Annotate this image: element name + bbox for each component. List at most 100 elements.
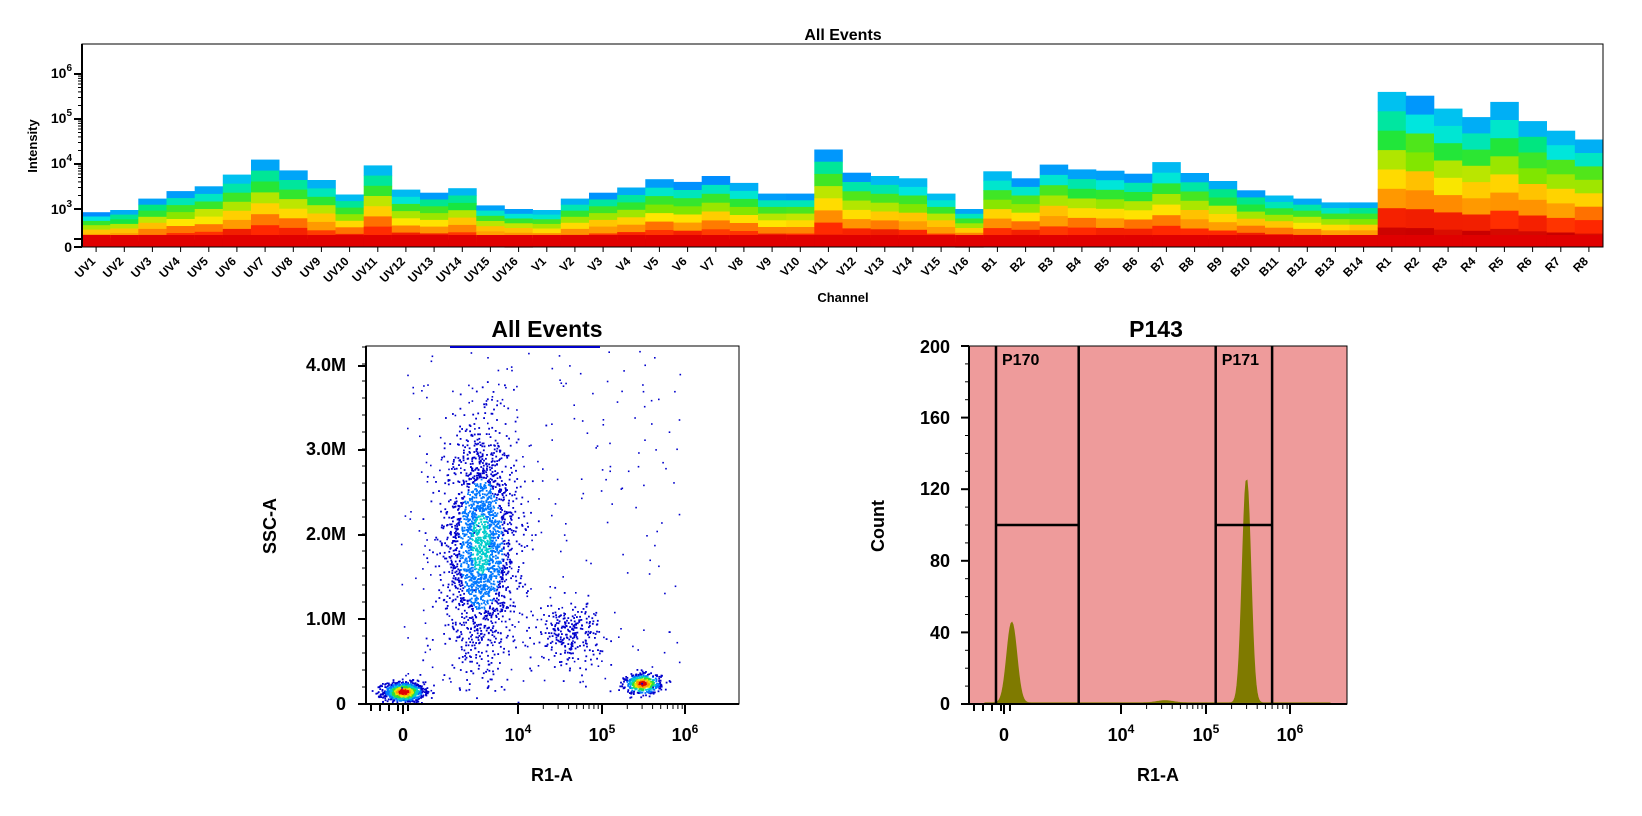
dotplot-point bbox=[490, 520, 492, 523]
dotplot-point bbox=[458, 459, 461, 462]
spectrum-cell bbox=[673, 206, 702, 215]
dotplot-point bbox=[636, 691, 639, 694]
dotplot-point bbox=[420, 471, 423, 473]
dotplot-point bbox=[669, 681, 672, 683]
spectrum-cell bbox=[307, 213, 336, 223]
dotplot-point bbox=[469, 584, 472, 587]
spectrum-cell bbox=[1518, 152, 1547, 169]
dotplot-point bbox=[486, 559, 489, 562]
spectrum-cell bbox=[673, 222, 702, 232]
dotplot-point bbox=[472, 575, 474, 577]
dotplot-point bbox=[515, 646, 517, 649]
dotplot-point bbox=[490, 533, 493, 535]
dotplot-point bbox=[639, 350, 641, 353]
dotplot-point bbox=[467, 565, 470, 567]
dotplot-point bbox=[507, 502, 510, 505]
dotplot-point bbox=[493, 474, 496, 476]
spectrum-cell bbox=[1462, 117, 1491, 134]
spectrum-cell bbox=[335, 194, 364, 202]
dotplot-point bbox=[573, 404, 575, 406]
dotplot-point bbox=[679, 373, 682, 376]
dotplot-point bbox=[510, 668, 513, 671]
dotplot-point bbox=[416, 693, 418, 696]
spectrum-x-tick-label: B9 bbox=[1204, 254, 1225, 275]
spectrum-cell bbox=[335, 227, 364, 235]
dotplot-point bbox=[624, 679, 627, 681]
dotplot-point bbox=[487, 638, 490, 641]
dotplot-point bbox=[480, 504, 482, 507]
dotplot-point bbox=[498, 594, 500, 597]
gate-p170-bracket[interactable] bbox=[994, 346, 1080, 704]
dotplot-point bbox=[414, 687, 417, 690]
dotplot-point bbox=[448, 500, 450, 503]
dotplot-point bbox=[421, 390, 423, 392]
dotplot-point bbox=[486, 516, 489, 519]
spectrum-cell bbox=[1405, 133, 1435, 153]
dotplot-point bbox=[636, 669, 639, 671]
spectrum-zero-band bbox=[532, 235, 562, 247]
spectrum-cell bbox=[138, 216, 167, 224]
dotplot-point bbox=[642, 671, 645, 674]
dotplot-point bbox=[530, 511, 532, 514]
dotplot-point bbox=[381, 685, 383, 688]
dotplot-point bbox=[480, 521, 483, 523]
dotplot-point bbox=[471, 515, 473, 518]
dotplot-point bbox=[479, 633, 482, 635]
spectrum-cell bbox=[1349, 224, 1378, 231]
dotplot-point bbox=[397, 689, 400, 692]
dotplot-point bbox=[470, 635, 472, 638]
dotplot-point bbox=[545, 424, 548, 427]
gate-p170[interactable]: P170 bbox=[994, 346, 1080, 704]
dotplot-point bbox=[573, 633, 576, 636]
dotplot-point bbox=[477, 571, 480, 573]
gate-p171[interactable]: P171 bbox=[1214, 346, 1274, 704]
gate-p171-bracket[interactable] bbox=[1214, 346, 1274, 704]
dotplot-point bbox=[491, 599, 494, 602]
spectrum-x-tick-label: V10 bbox=[777, 254, 802, 279]
dotplot-point bbox=[490, 578, 492, 581]
dotplot-point bbox=[514, 575, 517, 578]
spectrum-x-tick-label: UV7 bbox=[241, 254, 268, 281]
dotplot-point bbox=[465, 502, 467, 505]
dotplot-point bbox=[478, 567, 481, 569]
dotplot-point bbox=[555, 622, 558, 624]
dotplot-point bbox=[457, 504, 460, 507]
dotplot-point bbox=[476, 451, 479, 454]
spectrum-cell bbox=[222, 219, 252, 230]
dotplot-point bbox=[390, 686, 392, 689]
histogram-x-tick-labels: 0 104 105 106 bbox=[999, 722, 1304, 745]
dotplot-point bbox=[468, 542, 471, 545]
dotplot-point bbox=[501, 537, 504, 540]
dotplot-point bbox=[438, 490, 440, 492]
dotplot-point bbox=[620, 488, 623, 490]
dotplot-point bbox=[550, 632, 553, 635]
spectrum-cell bbox=[589, 199, 618, 207]
spectrum-cell bbox=[420, 199, 449, 207]
spectrum-cell bbox=[898, 195, 928, 205]
spectrum-cell bbox=[194, 224, 224, 233]
dotplot-point bbox=[463, 568, 466, 571]
dotplot-point bbox=[443, 492, 446, 495]
spectrum-cell bbox=[701, 193, 731, 204]
dotplot-point bbox=[465, 671, 468, 673]
dotplot-point bbox=[490, 521, 493, 524]
spectrum-zero-band bbox=[1096, 235, 1125, 247]
dotplot-point bbox=[509, 444, 512, 447]
dotplot-point bbox=[446, 607, 448, 610]
dotplot-point bbox=[416, 683, 419, 686]
dotplot-point bbox=[464, 508, 467, 511]
dotplot-point bbox=[551, 423, 553, 425]
dotplot-point bbox=[479, 508, 482, 510]
dotplot-point bbox=[483, 496, 485, 499]
dotplot-point bbox=[514, 626, 516, 628]
dotplot-point bbox=[487, 422, 489, 425]
dotplot-point bbox=[472, 566, 474, 569]
spectrum-zero-band bbox=[307, 235, 336, 247]
dotplot-point bbox=[544, 645, 547, 647]
dotplot-point bbox=[431, 666, 434, 669]
dotplot-point bbox=[487, 511, 490, 514]
dotplot-point bbox=[454, 414, 457, 417]
dotplot-point bbox=[493, 444, 496, 447]
dotplot-point bbox=[467, 528, 470, 530]
dotplot-point bbox=[507, 504, 510, 507]
